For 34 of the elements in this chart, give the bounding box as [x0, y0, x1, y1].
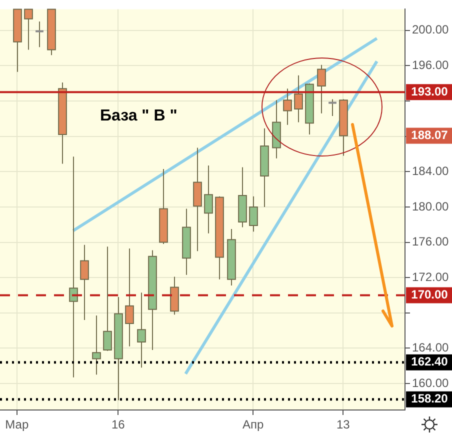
candlestick: [125, 248, 134, 347]
y-tick-label: 184.00: [412, 164, 450, 178]
ref-line-label: 193.00: [411, 84, 448, 98]
candlestick: [283, 88, 292, 126]
candlestick: [328, 98, 338, 117]
y-tick-label: 164.00: [412, 340, 450, 355]
candlestick: [80, 244, 89, 320]
y-tick-label: 196.00: [412, 58, 450, 72]
candlestick: [317, 64, 326, 114]
candlestick: [170, 276, 179, 316]
candlestick: [24, 8, 33, 50]
x-tick-label: Мар: [5, 418, 29, 432]
candlestick: [294, 74, 303, 123]
candlestick: [69, 156, 78, 378]
candlestick: [103, 246, 112, 352]
text: 188.07: [411, 128, 448, 142]
ref-line-label: 170.00: [411, 288, 448, 302]
x-tick-label: Апр: [242, 418, 264, 432]
candlestick: [137, 292, 146, 368]
candlestick: [34, 21, 44, 48]
y-tick-label: 180.00: [412, 199, 450, 214]
ref-line-label: 158.20: [411, 392, 448, 406]
x-tick-label: 13: [336, 418, 350, 432]
ref-line-label: 162.40: [411, 354, 448, 369]
y-tick-label: 200.00: [412, 22, 450, 37]
y-tick-label: 172.00: [412, 270, 450, 284]
candlestick: [193, 147, 202, 252]
x-tick-label: 16: [111, 418, 126, 432]
candlestick: [204, 164, 213, 234]
y-tick-label: 176.00: [412, 234, 450, 249]
candlestick: [92, 315, 101, 376]
candlestick: [249, 196, 258, 232]
annotation: База " В ": [100, 107, 178, 124]
y-tick-label: 160.00: [412, 376, 450, 390]
